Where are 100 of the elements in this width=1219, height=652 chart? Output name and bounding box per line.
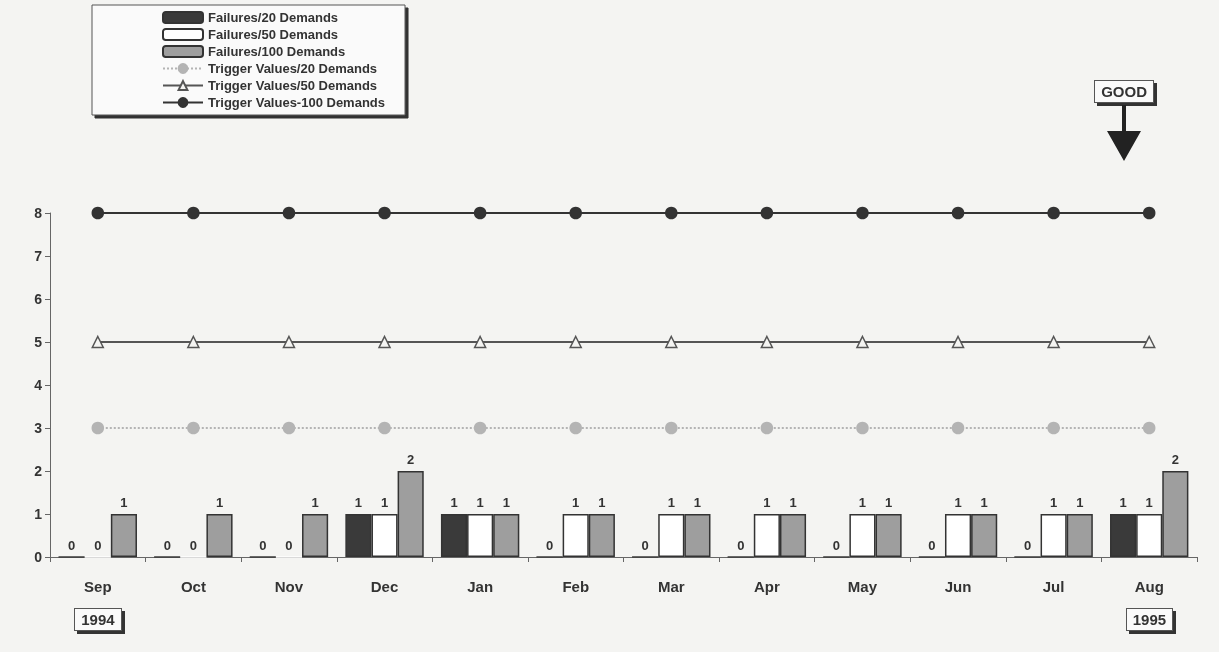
text: GOOD — [1094, 80, 1154, 103]
data-label: 1 — [311, 495, 319, 510]
point — [665, 206, 678, 220]
point — [378, 206, 391, 220]
y-tick-label: 1 — [34, 506, 43, 522]
data-label: 0 — [163, 537, 171, 553]
y-tick-label: 2 — [34, 463, 43, 479]
point — [282, 335, 296, 349]
point — [378, 335, 391, 349]
legend-label: Failures/100 Demands — [208, 44, 346, 59]
point — [951, 335, 965, 349]
y-tick-label: 7 — [34, 248, 43, 264]
x-tick-label: Aug — [1134, 578, 1164, 595]
x-tick-label: Oct — [180, 578, 206, 595]
data-label: 1 — [380, 495, 389, 510]
x-tick-label: Mar — [657, 578, 685, 595]
x-tick-label: Jun — [944, 578, 972, 595]
y-tick-label: 6 — [34, 291, 43, 307]
data-label: 1 — [858, 495, 867, 510]
point — [187, 421, 200, 435]
data-label: 1 — [954, 495, 962, 510]
text: 1995 — [1125, 608, 1174, 631]
data-label: 0 — [259, 537, 267, 553]
data-label: 1 — [1145, 495, 1153, 510]
data-label: 2 — [407, 452, 415, 467]
point — [378, 421, 391, 435]
data-label: 1 — [789, 495, 797, 510]
x-tick-label: Apr — [753, 578, 780, 595]
data-label: 1 — [1050, 495, 1058, 510]
point — [91, 206, 105, 220]
point — [1142, 206, 1156, 220]
point — [951, 421, 965, 435]
point — [569, 421, 582, 435]
point — [91, 335, 105, 349]
x-tick-label: Sep — [84, 578, 112, 595]
data-label: 1 — [120, 495, 128, 510]
data-label: 1 — [667, 495, 675, 510]
data-label: 2 — [1171, 452, 1179, 467]
y-tick-label: 4 — [34, 377, 43, 393]
point — [856, 206, 869, 220]
point — [1047, 206, 1060, 220]
data-label: 0 — [68, 537, 76, 553]
data-label: 1 — [763, 495, 771, 510]
legend-label: Trigger Values/50 Demands — [208, 78, 378, 93]
x-tick-label: May — [847, 578, 878, 595]
data-label: 1 — [884, 495, 893, 510]
point — [569, 335, 582, 349]
point — [665, 335, 678, 349]
point — [473, 335, 487, 349]
x-tick-label: Jul — [1042, 578, 1065, 595]
x-tick-label: Dec — [370, 578, 399, 595]
text: 1994 — [74, 608, 122, 631]
data-label: 1 — [450, 495, 458, 510]
point — [856, 421, 869, 435]
point — [665, 421, 678, 435]
point — [1047, 421, 1060, 435]
y-tick-label: 8 — [34, 205, 43, 221]
data-label: 1 — [1119, 495, 1127, 510]
data-label: 0 — [832, 537, 840, 553]
data-label: 1 — [693, 495, 702, 510]
point — [1142, 421, 1156, 435]
point — [187, 206, 200, 220]
legend-label: Failures/50 Demands — [208, 27, 339, 42]
data-label: 0 — [1023, 537, 1032, 553]
y-tick-label: 0 — [34, 549, 43, 565]
data-label: 0 — [928, 537, 936, 553]
legend-label: Trigger Values-100 Demands — [208, 95, 386, 110]
point — [760, 335, 774, 349]
point — [1142, 335, 1156, 349]
data-label: 0 — [737, 537, 745, 553]
data-label: 1 — [502, 495, 510, 510]
x-tick-label: Jan — [467, 578, 494, 595]
point — [282, 421, 296, 435]
data-label: 1 — [572, 495, 580, 510]
y-tick-label: 5 — [34, 334, 43, 350]
data-label: 1 — [215, 495, 224, 510]
point — [91, 421, 105, 435]
data-label: 0 — [285, 537, 293, 553]
legend-label: Trigger Values/20 Demands — [208, 61, 378, 76]
point — [569, 206, 582, 220]
data-label: 0 — [94, 537, 102, 553]
legend-label: Failures/20 Demands — [208, 10, 339, 25]
data-label: 0 — [189, 537, 197, 553]
y-tick-label: 3 — [34, 420, 43, 436]
data-label: 1 — [354, 495, 363, 510]
point — [760, 206, 774, 220]
point — [473, 206, 487, 220]
data-label: 0 — [641, 537, 649, 553]
data-label: 1 — [980, 495, 988, 510]
x-tick-label: Feb — [562, 578, 590, 595]
point — [282, 206, 296, 220]
data-label: 0 — [545, 537, 554, 553]
point — [187, 335, 200, 349]
data-label: 1 — [598, 495, 606, 510]
data-label: 1 — [476, 495, 484, 510]
data-label: 1 — [1076, 495, 1084, 510]
point — [760, 421, 774, 435]
point — [951, 206, 965, 220]
x-tick-label: Nov — [274, 578, 304, 595]
point — [856, 335, 869, 349]
